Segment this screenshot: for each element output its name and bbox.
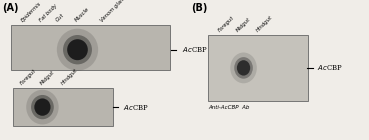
Text: Anti-AcCBP  Ab: Anti-AcCBP Ab [208, 105, 249, 110]
Bar [208, 35, 308, 101]
Ellipse shape [234, 57, 253, 79]
Text: Venom gland: Venom gland [100, 0, 128, 23]
Text: Fat body: Fat body [39, 3, 59, 23]
Text: (B): (B) [191, 3, 207, 13]
Text: Hindgut: Hindgut [60, 68, 79, 86]
Ellipse shape [67, 39, 88, 60]
Text: $\it{Ac}$CBP: $\it{Ac}$CBP [317, 63, 343, 72]
Text: $\it{Ac}$CBP: $\it{Ac}$CBP [123, 103, 149, 112]
Text: $\it{Ac}$CBP: $\it{Ac}$CBP [182, 45, 208, 54]
Ellipse shape [57, 29, 98, 71]
Text: Midgut: Midgut [235, 17, 252, 33]
Ellipse shape [26, 90, 59, 124]
Ellipse shape [237, 60, 250, 76]
Ellipse shape [230, 52, 257, 83]
Ellipse shape [34, 98, 51, 116]
Text: Foregut: Foregut [20, 68, 38, 86]
Text: (A): (A) [2, 3, 18, 13]
Text: Midgut: Midgut [39, 70, 56, 86]
Text: Hindgut: Hindgut [256, 15, 274, 33]
Bar [11, 25, 170, 70]
Bar [13, 88, 113, 126]
Ellipse shape [63, 35, 92, 64]
Text: Epidermis: Epidermis [20, 1, 42, 23]
Text: Muscle: Muscle [74, 7, 90, 23]
Ellipse shape [31, 95, 54, 119]
Text: Gut: Gut [55, 13, 65, 23]
Text: Foregut: Foregut [218, 15, 236, 33]
